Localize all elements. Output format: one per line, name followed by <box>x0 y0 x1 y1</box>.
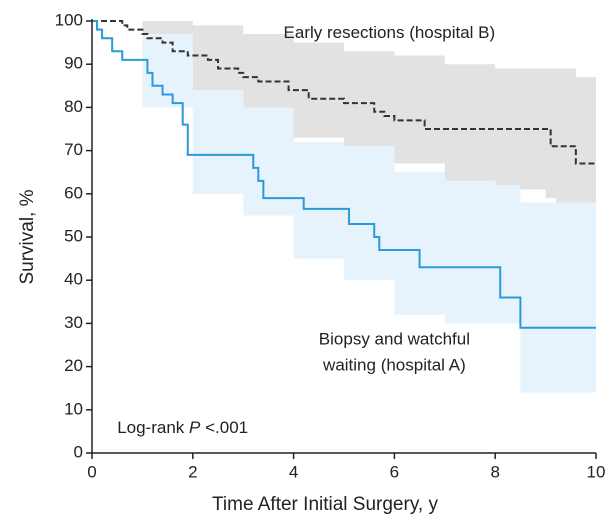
annotation-line: Biopsy and watchful <box>319 330 470 349</box>
lines <box>92 20 596 329</box>
annotation-part: P <box>189 419 201 438</box>
confidence-band <box>92 21 596 233</box>
y-tick-label: 80 <box>64 97 83 116</box>
x-tick-label: 8 <box>490 462 499 481</box>
annotation-part: <.001 <box>200 419 248 438</box>
survival-curve <box>92 20 596 165</box>
bands <box>92 21 596 393</box>
x-axis-label: Time After Initial Surgery, y <box>212 494 438 515</box>
y-tick-label: 20 <box>64 356 83 375</box>
confidence-band <box>92 21 596 393</box>
y-tick-label: 90 <box>64 54 83 73</box>
x-tick-label: 2 <box>188 462 197 481</box>
y-tick-label: 10 <box>64 399 83 418</box>
y-tick-label: 70 <box>64 140 83 159</box>
x-tick-label: 10 <box>587 462 606 481</box>
survival-curve <box>92 20 596 329</box>
y-tick-label: 40 <box>64 270 83 289</box>
annotation: Early resections (hospital B) <box>284 23 496 42</box>
y-tick-label: 60 <box>64 183 83 202</box>
annotation: Biopsy and watchful waiting (hospital A) <box>319 330 470 375</box>
y-axis-label: Survival, % <box>17 189 38 284</box>
y-tick-label: 0 <box>74 442 83 461</box>
annotation-part: Log-rank <box>117 419 189 438</box>
x-tick-label: 4 <box>289 462 298 481</box>
y-tick-label: 30 <box>64 313 83 332</box>
x-tick-label: 0 <box>87 462 96 481</box>
y-tick-label: 100 <box>55 10 83 29</box>
annotation: Log-rank P <.001 <box>117 419 248 438</box>
x-tick-label: 6 <box>390 462 399 481</box>
annotation-line: waiting (hospital A) <box>322 356 466 375</box>
y-tick-label: 50 <box>64 226 83 245</box>
annotation-line: Early resections (hospital B) <box>284 23 496 42</box>
